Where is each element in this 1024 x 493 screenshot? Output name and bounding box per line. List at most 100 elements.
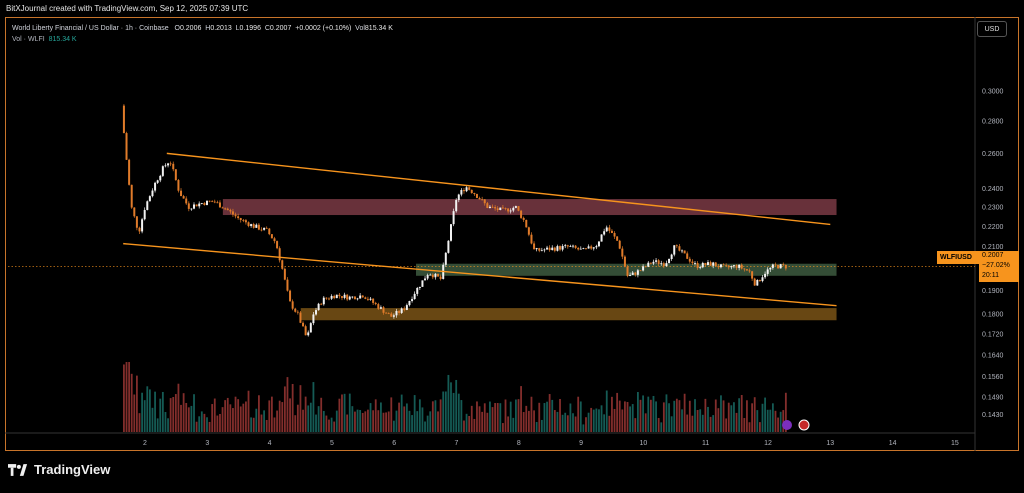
candle	[146, 201, 149, 210]
last-price: 0.2007	[982, 252, 1004, 259]
volume-bar	[600, 405, 603, 432]
x-tick-label: 4	[268, 440, 272, 447]
x-tick-label: 3	[205, 440, 209, 447]
candle	[369, 298, 372, 300]
zone-resistance[interactable]	[222, 199, 837, 216]
candle	[740, 264, 743, 269]
candle	[610, 230, 613, 233]
volume-bar	[239, 406, 242, 432]
volume-bar	[751, 403, 754, 432]
volume-bar	[665, 394, 668, 432]
candle	[595, 246, 598, 248]
volume-bar	[296, 404, 299, 432]
candle	[278, 248, 281, 261]
volume-bar	[250, 417, 253, 432]
candle	[540, 250, 543, 252]
candle	[473, 193, 476, 195]
event-icon[interactable]	[782, 420, 792, 430]
volume-bar	[372, 410, 375, 432]
candle	[302, 322, 305, 327]
candle	[727, 265, 730, 268]
candle	[691, 261, 694, 264]
volume-bar	[533, 410, 535, 432]
candle	[751, 271, 754, 279]
candle	[416, 287, 419, 294]
volume-bar	[668, 403, 670, 432]
y-tick-label: 0.3000	[982, 88, 1004, 95]
candle	[356, 298, 359, 300]
volume-bar	[245, 401, 247, 432]
candle	[462, 190, 465, 192]
volume-bar	[164, 412, 167, 432]
tradingview-logo[interactable]: TradingView	[8, 462, 110, 477]
volume-bar	[704, 398, 707, 432]
candle	[296, 311, 299, 313]
volume-bar	[647, 396, 650, 432]
candle	[244, 220, 247, 223]
candle	[237, 216, 240, 219]
volume-bar	[624, 401, 626, 432]
y-tick-label: 0.2100	[982, 244, 1004, 251]
candle	[548, 247, 551, 251]
volume-bar	[595, 408, 598, 432]
volume-bar	[125, 362, 128, 432]
candle	[247, 222, 250, 226]
volume-bar	[527, 410, 530, 432]
volume-bar	[421, 407, 424, 432]
trendline-channel-bottom[interactable]	[123, 242, 837, 307]
volume-bar	[522, 412, 525, 432]
volume-bar	[400, 394, 403, 432]
volume-bar	[491, 407, 494, 432]
volume-bar	[618, 400, 621, 432]
volume-bar	[478, 406, 481, 432]
candle	[512, 207, 515, 211]
candle	[226, 208, 229, 211]
candle	[696, 263, 699, 268]
symbol-legend: World Liberty Financial / US Dollar · 1h…	[12, 25, 393, 32]
volume-bar	[613, 408, 616, 432]
candle	[605, 227, 608, 232]
volume-bar	[289, 398, 291, 432]
candle	[631, 272, 634, 275]
volume-bar	[587, 412, 590, 432]
candle	[447, 240, 450, 253]
volume-bar	[398, 402, 400, 432]
candle	[533, 243, 536, 250]
candle	[281, 260, 284, 269]
volume-legend[interactable]: Vol · WLFI 815.34 K	[12, 36, 77, 43]
volume-bar	[691, 415, 694, 432]
candle	[270, 234, 273, 239]
candle	[346, 294, 349, 300]
candle	[382, 307, 385, 313]
volume-bar	[299, 385, 302, 432]
candle	[688, 258, 691, 262]
candle	[325, 297, 328, 299]
volume-bar	[476, 401, 478, 432]
volume-bar	[281, 402, 284, 432]
candle	[177, 180, 180, 191]
volume-bar	[743, 418, 746, 432]
y-tick-label: 0.1720	[982, 332, 1004, 339]
volume-bar	[512, 417, 515, 432]
currency-button[interactable]: USD	[977, 21, 1007, 37]
candle	[652, 261, 655, 264]
volume-bar	[325, 415, 328, 432]
volume-bar	[429, 411, 432, 432]
candle	[135, 216, 138, 228]
candle	[312, 314, 315, 324]
flag-icon[interactable]	[798, 419, 810, 431]
volume-bar	[312, 382, 315, 432]
zone-support-lower[interactable]	[300, 308, 837, 321]
last-change: −27.02%	[982, 262, 1010, 269]
volume-bar	[354, 411, 356, 432]
volume-bar	[504, 399, 507, 432]
candle	[366, 298, 369, 300]
volume-bar	[670, 416, 673, 432]
candle	[203, 203, 206, 205]
trendline-channel-top[interactable]	[166, 152, 831, 226]
candle	[743, 268, 746, 270]
volume-bar	[403, 406, 406, 432]
candle	[327, 298, 330, 300]
symbol-title[interactable]: World Liberty Financial / US Dollar · 1h…	[12, 25, 169, 32]
